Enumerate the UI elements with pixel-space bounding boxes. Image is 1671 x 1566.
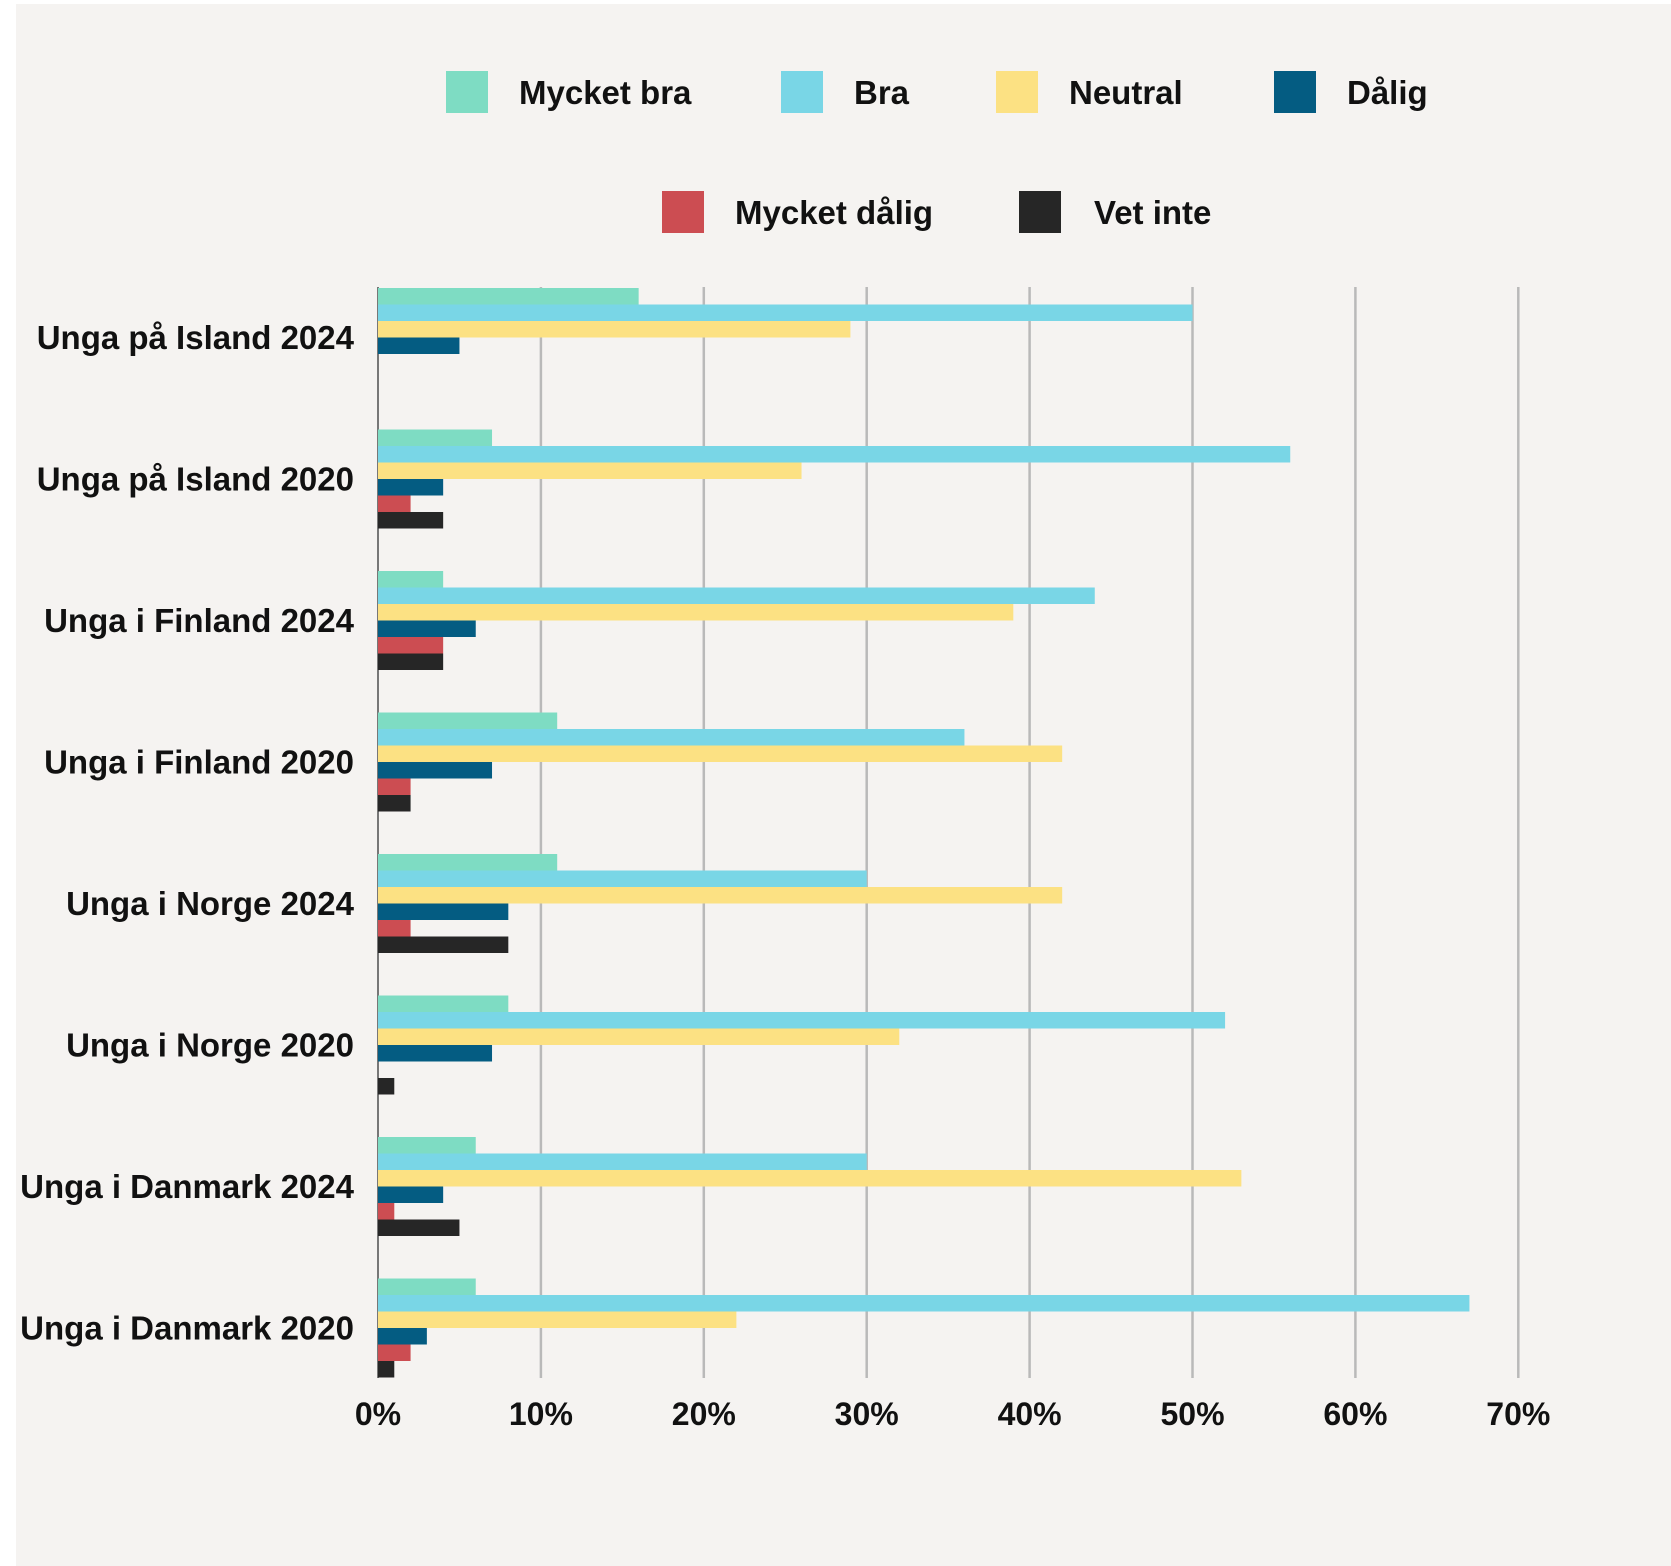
legend-label: Bra bbox=[854, 74, 910, 111]
bar-group-unga-pa-island-2020 bbox=[378, 429, 1291, 529]
x-tick-label: 40% bbox=[998, 1396, 1062, 1432]
category-label: Unga i Danmark 2020 bbox=[20, 1310, 354, 1347]
legend-label: Vet inte bbox=[1094, 194, 1211, 231]
bar-neutral bbox=[378, 1028, 900, 1045]
legend-item-neutral: Neutral bbox=[996, 71, 1183, 113]
bar-bra bbox=[378, 729, 965, 746]
bar-neutral bbox=[378, 887, 1063, 904]
legend-label: Dålig bbox=[1347, 74, 1428, 111]
bar-dalig bbox=[378, 1186, 444, 1203]
bar-mycket-bra bbox=[378, 995, 509, 1012]
bar-mycket-bra bbox=[378, 288, 639, 305]
bar-bra bbox=[378, 1012, 1226, 1029]
bar-bra bbox=[378, 587, 1095, 604]
bar-dalig bbox=[378, 620, 476, 637]
legend-item-dalig: Dålig bbox=[1274, 71, 1428, 113]
x-tick-label: 30% bbox=[835, 1396, 899, 1432]
bar-neutral bbox=[378, 1170, 1242, 1187]
x-tick-label: 50% bbox=[1160, 1396, 1224, 1432]
bar-dalig bbox=[378, 1045, 493, 1062]
bar-neutral bbox=[378, 321, 851, 338]
bar-dalig bbox=[378, 479, 444, 496]
x-tick-label: 20% bbox=[672, 1396, 736, 1432]
category-labels: Unga på Island 2024 Unga på Island 2020 Un… bbox=[20, 319, 354, 1347]
bar-mycket-bra bbox=[378, 854, 558, 871]
bar-vet-inte bbox=[378, 512, 444, 529]
bar-bra bbox=[378, 1153, 867, 1170]
bar-neutral bbox=[378, 604, 1014, 621]
bars bbox=[378, 288, 1470, 1378]
bar-mycket-dalig bbox=[378, 920, 411, 937]
x-tick-label: 70% bbox=[1486, 1396, 1550, 1432]
bar-mycket-dalig bbox=[378, 1344, 411, 1361]
bar-chart: Mycket bra Bra Neutral Dålig Mycket dålig Vet… bbox=[20, 71, 1550, 1432]
bar-vet-inte bbox=[378, 1219, 460, 1236]
bar-neutral bbox=[378, 462, 802, 479]
bar-group-unga-pa-island-2024 bbox=[378, 288, 1193, 354]
legend-label: Mycket bra bbox=[519, 74, 692, 111]
bar-vet-inte bbox=[378, 936, 509, 953]
bar-mycket-dalig bbox=[378, 637, 444, 654]
bar-group-unga-i-norge-2024 bbox=[378, 854, 1063, 953]
bar-neutral bbox=[378, 1311, 737, 1328]
bar-mycket-bra bbox=[378, 1137, 476, 1154]
bar-dalig bbox=[378, 762, 493, 779]
legend-item-vet-inte: Vet inte bbox=[1019, 191, 1211, 233]
category-label: Unga i Finland 2020 bbox=[44, 744, 354, 781]
bar-mycket-dalig bbox=[378, 778, 411, 795]
category-label: Unga i Danmark 2024 bbox=[20, 1168, 354, 1205]
x-tick-label: 10% bbox=[509, 1396, 573, 1432]
legend-label: Mycket dålig bbox=[735, 194, 933, 231]
legend-swatch bbox=[1019, 191, 1061, 233]
x-tick-labels: 0% 10% 20% 30% 40% 50% 60% 70% bbox=[355, 1396, 1550, 1432]
bar-mycket-bra bbox=[378, 1278, 476, 1295]
legend-label: Neutral bbox=[1069, 74, 1183, 111]
bar-bra bbox=[378, 870, 867, 887]
bar-neutral bbox=[378, 745, 1063, 762]
bar-bra bbox=[378, 304, 1193, 321]
bar-mycket-bra bbox=[378, 712, 558, 729]
bar-group-unga-i-norge-2020 bbox=[378, 995, 1226, 1095]
category-label: Unga i Norge 2020 bbox=[66, 1027, 354, 1064]
category-label: Unga på Island 2024 bbox=[37, 319, 355, 356]
bar-dalig bbox=[378, 1328, 427, 1345]
bar-mycket-dalig bbox=[378, 1203, 395, 1220]
bar-mycket-dalig bbox=[378, 495, 411, 512]
bar-dalig bbox=[378, 903, 509, 920]
legend-swatch bbox=[996, 71, 1038, 113]
legend-swatch bbox=[1274, 71, 1316, 113]
bar-mycket-bra bbox=[378, 571, 444, 588]
chart-panel: Mycket bra Bra Neutral Dålig Mycket dålig Vet… bbox=[16, 4, 1671, 1566]
bar-mycket-bra bbox=[378, 429, 493, 446]
legend-swatch bbox=[781, 71, 823, 113]
bar-group-unga-i-finland-2020 bbox=[378, 712, 1063, 812]
x-tick-label: 60% bbox=[1323, 1396, 1387, 1432]
bar-dalig bbox=[378, 337, 460, 354]
bar-group-unga-i-finland-2024 bbox=[378, 571, 1095, 670]
x-tick-label: 0% bbox=[355, 1396, 401, 1432]
category-label: Unga i Norge 2024 bbox=[66, 885, 355, 922]
bar-group-unga-i-danmark-2020 bbox=[378, 1278, 1470, 1378]
bar-vet-inte bbox=[378, 1078, 395, 1095]
bar-bra bbox=[378, 446, 1291, 463]
bar-vet-inte bbox=[378, 795, 411, 812]
legend: Mycket bra Bra Neutral Dålig Mycket dålig Vet… bbox=[446, 71, 1428, 233]
bar-group-unga-i-danmark-2024 bbox=[378, 1137, 1242, 1236]
legend-item-mycket-bra: Mycket bra bbox=[446, 71, 692, 113]
legend-swatch bbox=[446, 71, 488, 113]
legend-item-mycket-dalig: Mycket dålig bbox=[662, 191, 933, 233]
legend-item-bra: Bra bbox=[781, 71, 910, 113]
legend-swatch bbox=[662, 191, 704, 233]
bar-vet-inte bbox=[378, 653, 444, 670]
category-label: Unga på Island 2020 bbox=[37, 461, 354, 498]
bar-vet-inte bbox=[378, 1361, 395, 1378]
category-label: Unga i Finland 2024 bbox=[44, 602, 355, 639]
bar-bra bbox=[378, 1295, 1470, 1312]
